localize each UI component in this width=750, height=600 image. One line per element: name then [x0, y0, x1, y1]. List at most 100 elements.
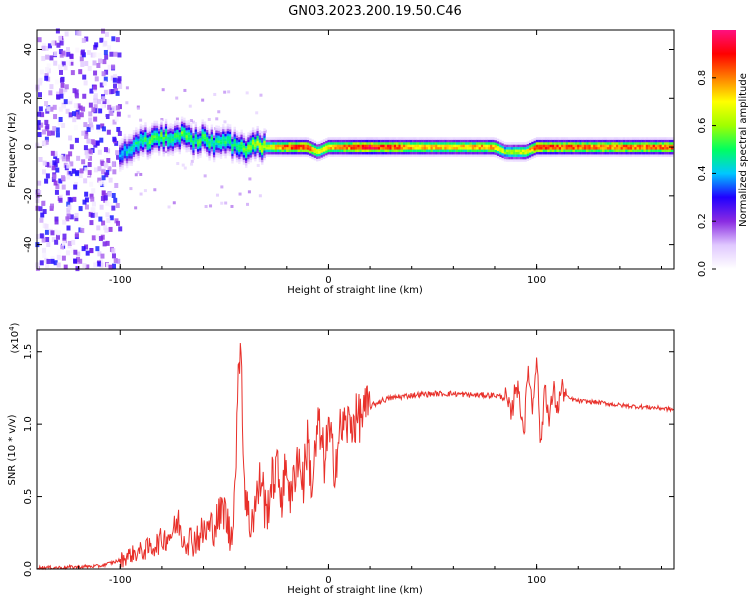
heatmap-cell: [233, 143, 236, 147]
heatmap-cell: [44, 136, 49, 142]
heatmap-cell: [535, 149, 539, 153]
heatmap-x-tick-label: 100: [527, 275, 546, 286]
heatmap-cell: [111, 106, 116, 112]
heatmap-cell: [277, 149, 280, 153]
heatmap-cell: [599, 139, 603, 143]
heatmap-cell: [103, 89, 108, 95]
heatmap-cell: [467, 144, 470, 148]
heatmap-cell: [341, 137, 344, 140]
heatmap-cell: [615, 144, 619, 148]
heatmap-cell: [389, 139, 392, 143]
heatmap-cell: [162, 136, 165, 140]
heatmap-cell: [389, 149, 392, 153]
heatmap-cell: [533, 138, 536, 141]
heatmap-cell: [217, 140, 220, 143]
heatmap-cell: [599, 146, 603, 150]
heatmap-cell: [515, 149, 518, 153]
heatmap-cell: [320, 157, 323, 161]
heatmap-cell: [648, 149, 651, 153]
heatmap-cell: [141, 132, 145, 136]
heatmap-cell: [148, 126, 152, 130]
heatmap-cell: [240, 141, 243, 145]
heatmap-cell: [128, 153, 131, 157]
heatmap-cell: [151, 130, 154, 133]
heatmap-cell: [384, 144, 388, 148]
heatmap-cell: [55, 132, 60, 138]
heatmap-cell: [171, 126, 175, 130]
heatmap-cell: [480, 146, 484, 150]
heatmap-cell: [512, 151, 516, 155]
heatmap-cell: [83, 80, 88, 86]
heatmap-cell: [648, 144, 651, 148]
heatmap-cell: [382, 137, 385, 140]
heatmap-cell: [210, 144, 214, 147]
heatmap-cell: [180, 136, 184, 139]
heatmap-cell: [176, 141, 179, 145]
heatmap-cell: [551, 137, 555, 140]
snr-series-line: [36, 342, 675, 571]
heatmap-cell: [208, 133, 211, 137]
heatmap-cell: [641, 142, 644, 145]
heatmap-cell: [595, 146, 598, 150]
heatmap-cell: [293, 144, 296, 148]
heatmap-cell: [485, 144, 488, 148]
heatmap-cell: [664, 149, 667, 153]
heatmap-cell: [267, 137, 271, 140]
heatmap-cell: [528, 147, 532, 151]
heatmap-cell: [590, 144, 594, 148]
heatmap-cell: [563, 139, 566, 143]
heatmap-cell: [487, 146, 491, 150]
heatmap-cell: [437, 154, 440, 157]
heatmap-cell: [161, 88, 165, 92]
heatmap-cell: [270, 151, 273, 155]
heatmap-cell: [286, 137, 289, 140]
heatmap-cell: [148, 155, 152, 159]
heatmap-cell: [540, 142, 543, 145]
heatmap-cell: [597, 139, 601, 143]
heatmap-cell: [668, 146, 672, 150]
heatmap-cell: [246, 202, 250, 206]
heatmap-cell: [439, 139, 443, 143]
heatmap-cell: [549, 142, 552, 145]
heatmap-cell: [590, 142, 594, 145]
heatmap-cell: [196, 131, 200, 135]
heatmap-cell: [44, 67, 49, 73]
heatmap-cell: [192, 142, 195, 146]
heatmap-cell: [42, 247, 47, 253]
heatmap-cell: [648, 154, 651, 157]
heatmap-cell: [343, 137, 346, 140]
heatmap-cell: [483, 154, 486, 157]
heatmap-cell: [437, 139, 440, 143]
heatmap-cell: [183, 88, 187, 92]
heatmap-cell: [329, 146, 333, 150]
heatmap-cell: [567, 137, 571, 140]
heatmap-cell: [343, 142, 346, 145]
heatmap-cell: [215, 193, 219, 197]
heatmap-cell: [148, 151, 152, 154]
heatmap-cell: [448, 139, 452, 143]
heatmap-cell: [270, 142, 273, 145]
heatmap-cell: [439, 151, 443, 155]
heatmap-cell: [233, 138, 236, 142]
heatmap-cell: [201, 148, 204, 152]
heatmap-cell: [325, 150, 328, 153]
heatmap-cell: [448, 149, 452, 153]
heatmap-cell: [97, 52, 102, 58]
heatmap-cell: [645, 144, 649, 148]
heatmap-cell: [274, 154, 278, 157]
heatmap-cell: [167, 134, 170, 137]
heatmap-cell: [556, 151, 559, 155]
heatmap-cell: [247, 144, 250, 148]
heatmap-cell: [480, 142, 484, 145]
heatmap-cell: [261, 162, 264, 165]
heatmap-cell: [151, 152, 154, 155]
heatmap-cell: [111, 64, 116, 70]
heatmap-cell: [137, 153, 140, 156]
heatmap-cell: [203, 126, 207, 130]
heatmap-cell: [483, 137, 486, 140]
heatmap-cell: [343, 154, 346, 157]
heatmap-cell: [359, 146, 362, 150]
heatmap-cell: [219, 136, 223, 140]
heatmap-cell: [183, 132, 186, 135]
heatmap-cell: [409, 149, 413, 153]
